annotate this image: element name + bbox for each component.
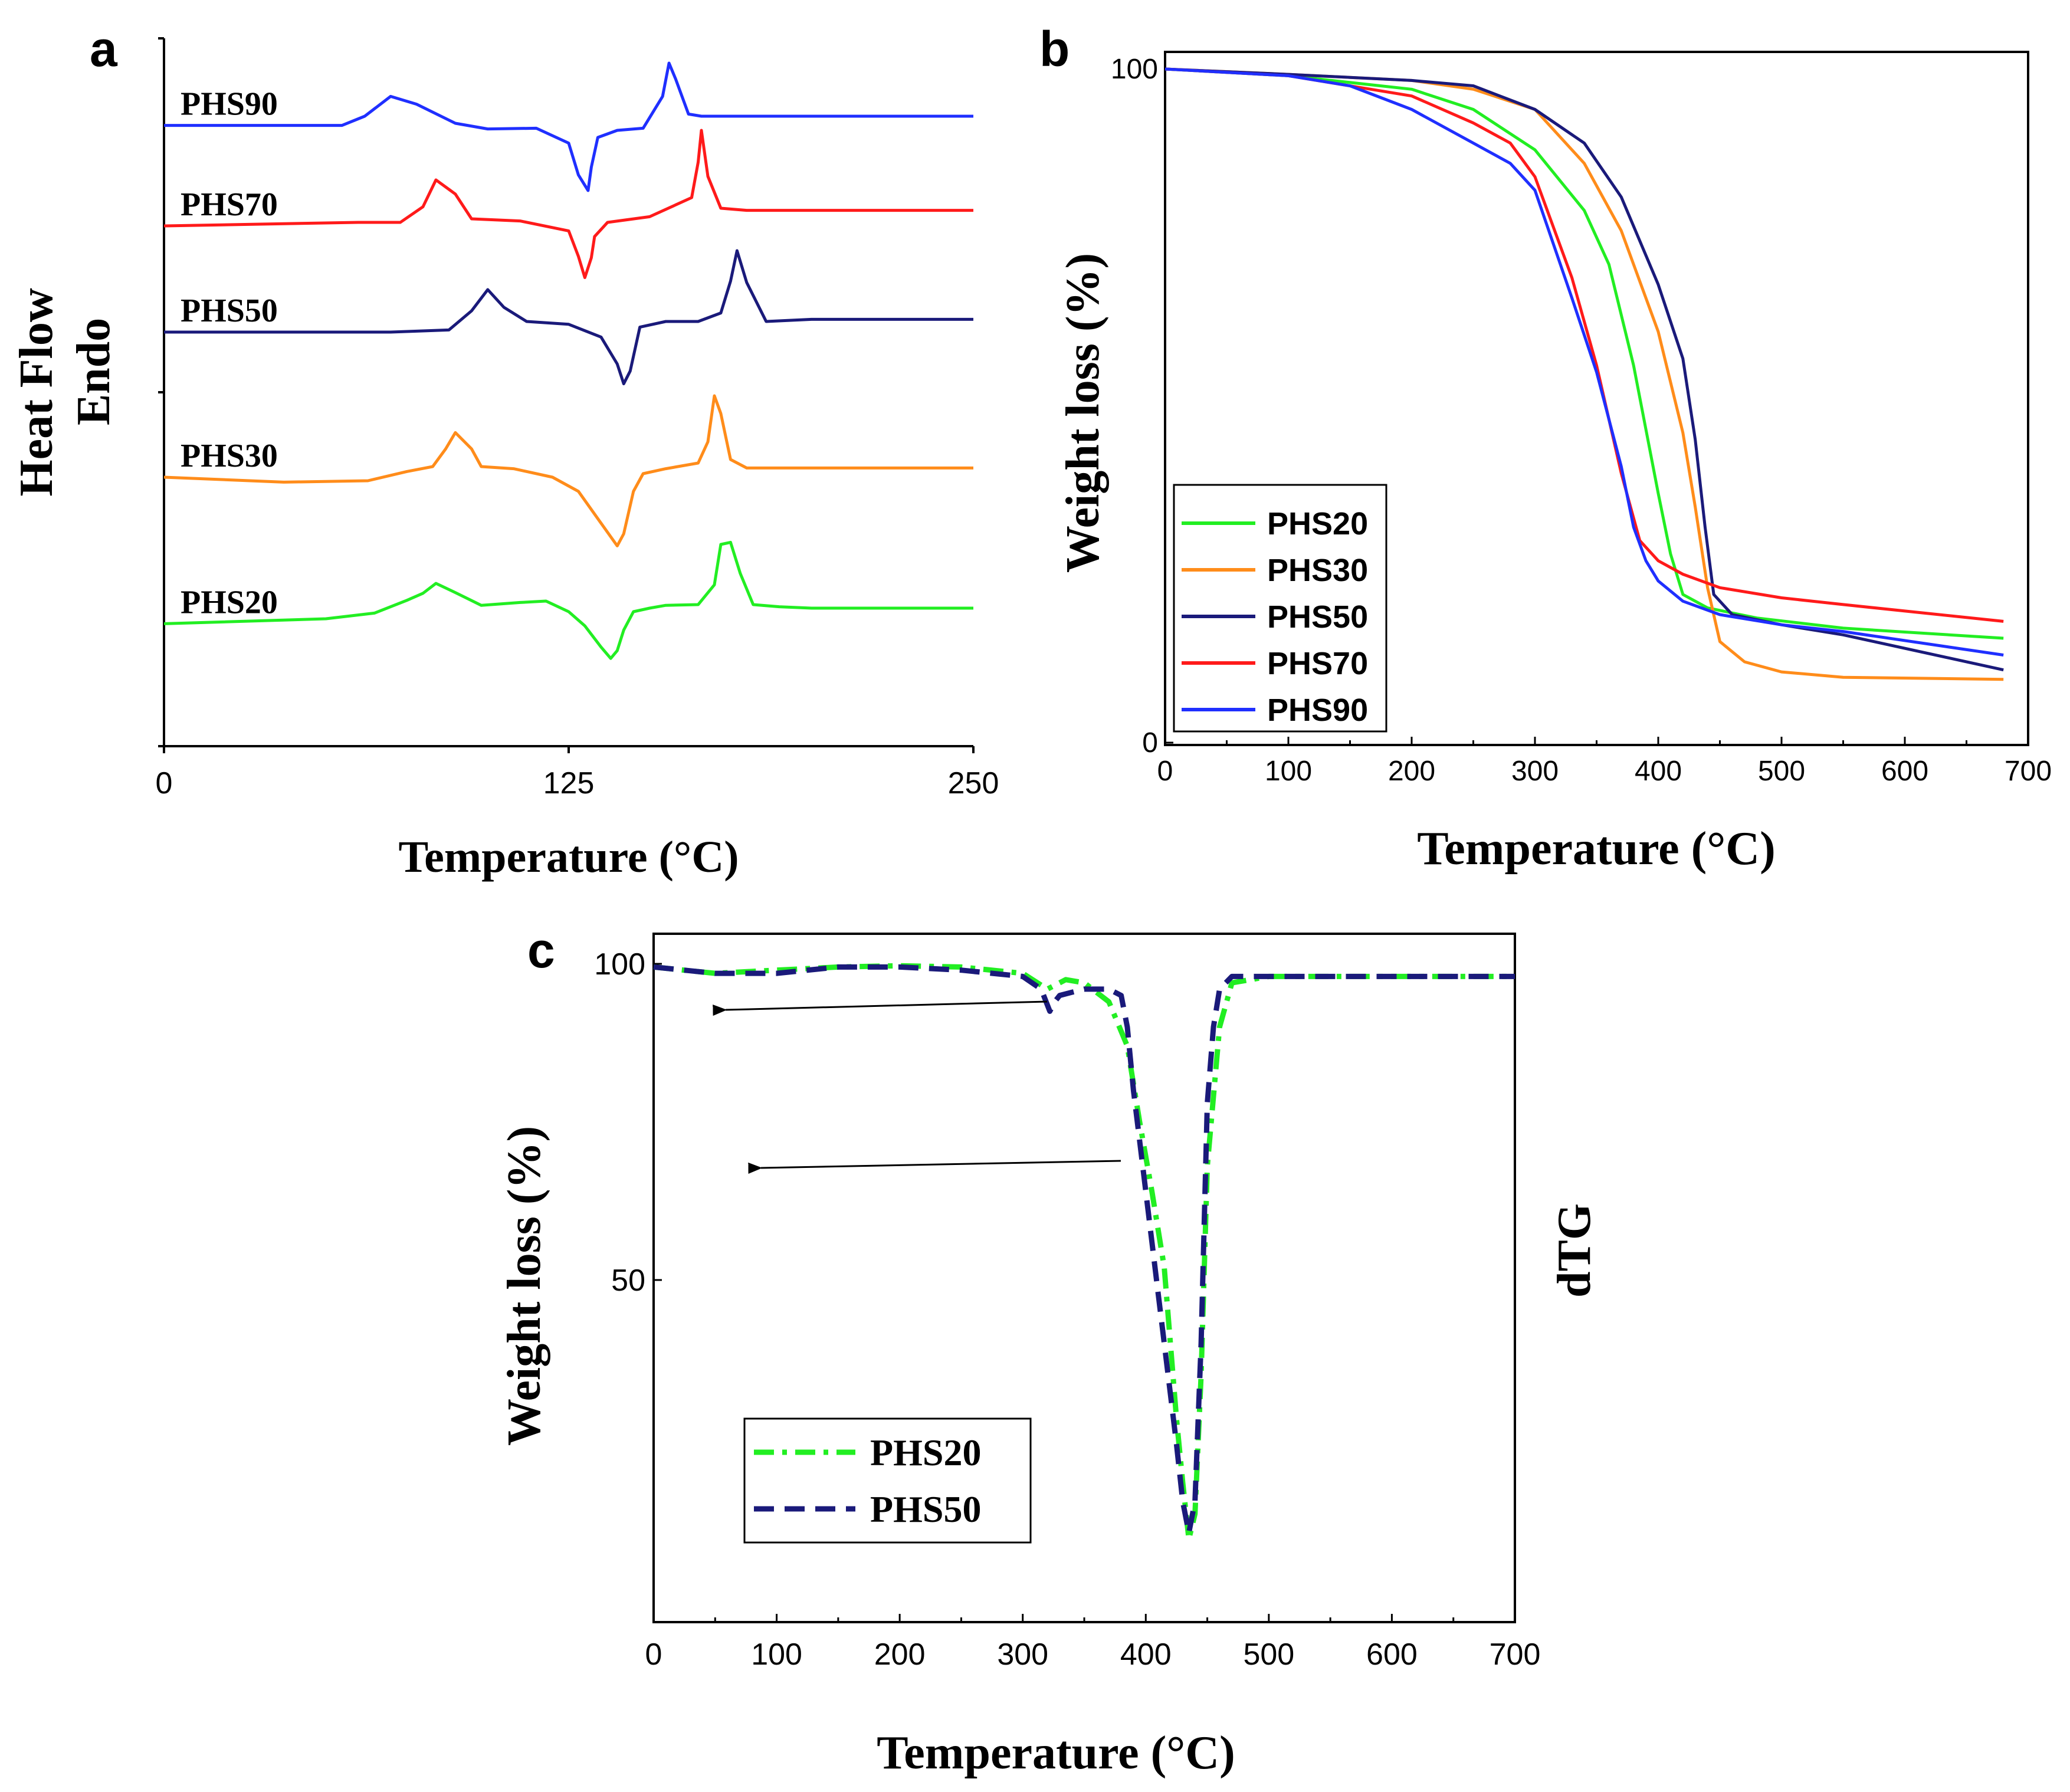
panel-c-series-phs20 <box>653 963 1515 1542</box>
panel-c-x-tick-label: 700 <box>1490 1637 1541 1672</box>
panel-b-x-tick-label: 700 <box>2005 756 2052 787</box>
panel-b-y-tick-label: 100 <box>1111 54 1158 85</box>
panel-b-x-tick-label: 300 <box>1511 756 1559 787</box>
panel-c-label: c <box>527 923 555 978</box>
panel-c-legend-label: PHS20 <box>870 1432 981 1473</box>
panel-a-series-phs30 <box>163 394 973 547</box>
panel-a-x-tick-label: 0 <box>156 766 173 800</box>
panel-c-x-tick-label: 300 <box>997 1637 1048 1672</box>
panel-b-legend-label: PHS20 <box>1267 506 1368 541</box>
panel-b-legend: PHS20 PHS30 PHS50 PHS70 PHS90 <box>1173 484 1387 733</box>
panel-b-x-tick-label: 600 <box>1881 756 1928 787</box>
panel-c-x-tick-label: 0 <box>645 1637 662 1672</box>
panel-a-y-label-line1: Heat Flow <box>11 288 63 496</box>
panel-c-y-tick-label: 50 <box>611 1263 645 1298</box>
panel-c-x-tick-label: 600 <box>1366 1637 1418 1672</box>
panel-b-x-tick-label: 400 <box>1635 756 1682 787</box>
panel-b-legend-label: PHS30 <box>1267 553 1368 588</box>
panel-b-x-tick-label: 500 <box>1758 756 1805 787</box>
panel-c-x-label: Temperature (°C) <box>877 1727 1235 1779</box>
panel-c-series-phs50 <box>653 964 1515 1536</box>
panel-c-y-tick-label: 100 <box>594 947 645 982</box>
panel-a-series-phs90 <box>164 61 973 192</box>
panel-b-legend-label: PHS50 <box>1267 599 1368 635</box>
panel-c-x-tick-label: 100 <box>751 1637 802 1672</box>
panel-c-y-label: Weight loss (%) <box>498 1126 550 1446</box>
panel-a-series-phs70 <box>163 129 973 280</box>
panel-c-arrow-2 <box>748 1160 1121 1174</box>
panel-b-series-phs20 <box>1164 67 2004 640</box>
panel-c-y-label-right: dTG <box>1549 1203 1600 1298</box>
panel-b-series-phs90 <box>1164 67 2004 657</box>
panel-a-series-label: PHS90 <box>181 86 278 123</box>
panel-b-legend-label: PHS90 <box>1267 692 1368 728</box>
panel-b-x-tick-label: 0 <box>1157 756 1173 787</box>
panel-c-arrow-1 <box>713 1000 1048 1016</box>
panel-c-x-tick-label: 200 <box>874 1637 926 1672</box>
panel-a-x-tick-label: 125 <box>543 766 595 800</box>
panel-c-dtg-chart: c 0 100 200 300 400 500 600 700 50 100 PHS20 PHS50… <box>498 923 1600 1779</box>
panel-a-label: a <box>90 21 118 77</box>
panel-b-x-tick-label: 200 <box>1388 756 1435 787</box>
panel-c-legend-label: PHS50 <box>870 1488 981 1530</box>
panel-c-legend-box <box>743 1417 1032 1544</box>
panel-b-y-tick-label: 0 <box>1142 727 1158 759</box>
panel-b-legend-box <box>1173 484 1387 733</box>
panel-a-y-label-line2: Endo <box>68 318 120 425</box>
panel-b-x-tick-label: 100 <box>1265 756 1312 787</box>
panel-a-series-label: PHS50 <box>181 293 278 329</box>
panel-c-legend: PHS20 PHS50 <box>743 1417 1032 1544</box>
panel-a-x-tick-label: 250 <box>948 766 999 800</box>
panel-b-label: b <box>1039 21 1070 77</box>
panel-c-x-tick-label: 400 <box>1120 1637 1172 1672</box>
panel-a-series-phs20 <box>163 540 973 660</box>
panel-b-x-label: Temperature (°C) <box>1417 823 1775 875</box>
panel-a-dsc-chart: a 0 125 250 PHS90 PHS70 PHS50 PHS30 PHS20 Heat… <box>11 21 999 882</box>
panel-a-x-label: Temperature (°C) <box>398 832 739 882</box>
panel-a-series-phs50 <box>164 249 973 386</box>
panel-a-series-label: PHS70 <box>181 186 278 223</box>
panel-b-y-label: Weight loss (%) <box>1057 253 1109 573</box>
panel-a-series-label: PHS30 <box>181 438 278 474</box>
panel-b-series-phs30 <box>1164 67 2004 681</box>
panel-b-legend-label: PHS70 <box>1267 646 1368 681</box>
panel-a-series-label: PHS20 <box>181 584 278 621</box>
panel-c-x-tick-label: 500 <box>1243 1637 1294 1672</box>
